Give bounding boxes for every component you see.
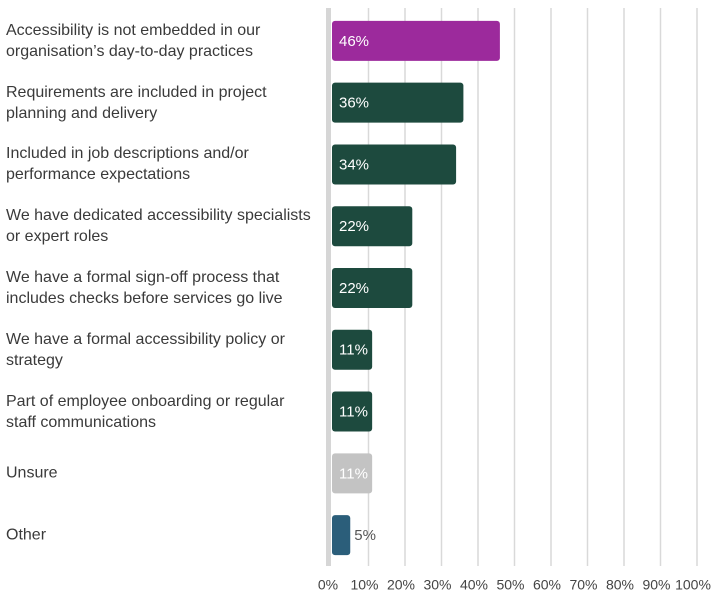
bar (332, 20, 500, 61)
value-label: 5% (354, 527, 376, 544)
value-label: 46% (339, 33, 369, 50)
category-label: Requirements are included in project pla… (6, 83, 267, 122)
value-label: 36% (339, 95, 369, 112)
x-tick-label: 30% (423, 577, 451, 593)
bar (332, 82, 464, 123)
value-label: 11% (339, 404, 368, 421)
x-tick-label: 80% (606, 577, 634, 593)
bar (332, 144, 457, 185)
x-tick-label: 70% (569, 577, 597, 593)
x-tick-label: 20% (387, 577, 415, 593)
category-label: We have a formal accessibility policy or… (6, 330, 285, 369)
x-tick-label: 90% (642, 577, 670, 593)
value-label: 11% (339, 342, 368, 359)
category-label: Accessibility is not embedded in our org… (6, 21, 261, 60)
x-tick-label: 0% (318, 577, 338, 593)
value-label: 34% (339, 156, 369, 173)
category-label: We have dedicated accessibility speciali… (6, 207, 311, 246)
category-label: Part of employee onboarding or regular s… (6, 392, 285, 431)
x-tick-label: 50% (496, 577, 524, 593)
bar (332, 391, 373, 432)
value-label: 22% (339, 280, 369, 297)
value-label: 11% (339, 465, 368, 482)
category-label: Included in job descriptions and/or perf… (6, 145, 249, 184)
axis-line (326, 8, 331, 566)
category-label: We have a formal sign-off process that i… (6, 269, 283, 307)
x-tick-label: 100% (675, 577, 711, 593)
category-label: Other (6, 526, 47, 544)
bar (332, 206, 413, 247)
bar (332, 329, 373, 370)
value-label: 22% (339, 218, 369, 235)
category-label: Unsure (6, 464, 58, 482)
x-tick-label: 60% (533, 577, 561, 593)
bar (332, 453, 373, 494)
bar (332, 268, 413, 308)
bar (332, 515, 351, 556)
x-tick-label: 10% (350, 577, 378, 593)
x-tick-label: 40% (460, 577, 488, 593)
